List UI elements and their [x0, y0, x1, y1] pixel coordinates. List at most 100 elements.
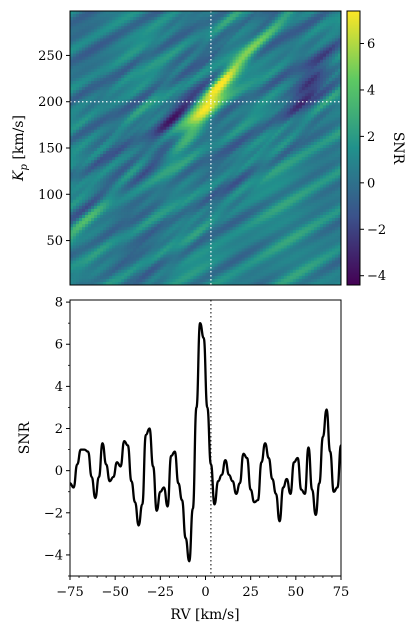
- heatmap-cell: [301, 135, 306, 140]
- heatmap-cell: [103, 84, 107, 88]
- heatmap-cell: [184, 141, 189, 146]
- heatmap-cell: [148, 148, 152, 152]
- heatmap-cell: [223, 62, 228, 67]
- heatmap-cell: [271, 11, 276, 15]
- heatmap-cell: [295, 44, 300, 49]
- heatmap-cell: [226, 77, 231, 82]
- heatmap-cell: [121, 129, 125, 134]
- heatmap-cell: [301, 96, 306, 100]
- heatmap-cell: [214, 90, 219, 94]
- heatmap-cell: [121, 120, 125, 125]
- heatmap-cell: [274, 56, 279, 61]
- heatmap-cell: [247, 56, 252, 61]
- heatmap-cell: [91, 50, 95, 55]
- heatmap-cell: [247, 135, 252, 140]
- heatmap-cell: [319, 108, 324, 113]
- heatmap-cell: [316, 93, 321, 97]
- heatmap-cell: [166, 41, 170, 46]
- heatmap-cell: [145, 108, 149, 113]
- heatmap-cell: [109, 71, 113, 76]
- heatmap-cell: [313, 117, 318, 122]
- heatmap-cell: [322, 154, 327, 158]
- heatmap-cell: [157, 65, 161, 70]
- heatmap-cell: [127, 126, 131, 131]
- heatmap-cell: [178, 11, 183, 15]
- heatmap-cell: [241, 108, 246, 113]
- heatmap-cell: [127, 77, 131, 82]
- heatmap-cell: [82, 20, 86, 24]
- heatmap-cell: [76, 93, 80, 97]
- heatmap-cell: [292, 47, 297, 52]
- heatmap-cell: [307, 138, 312, 143]
- heatmap-cell: [190, 114, 195, 119]
- heatmap-cell: [85, 87, 89, 91]
- heatmap-cell: [277, 87, 282, 91]
- heatmap-cell: [211, 172, 216, 176]
- heatmap-cell: [235, 62, 240, 67]
- heatmap-cell: [301, 148, 306, 152]
- heatmap-cell: [142, 77, 146, 82]
- heatmap-cell: [322, 96, 327, 100]
- heatmap-cell: [274, 84, 279, 88]
- heatmap-cell: [280, 96, 285, 100]
- heatmap-cell: [187, 105, 192, 110]
- heatmap-cell: [223, 87, 228, 91]
- heatmap-cell: [103, 90, 107, 94]
- heatmap-cell: [247, 62, 252, 67]
- heatmap-cell: [277, 23, 282, 27]
- heatmap-cell: [133, 20, 137, 24]
- heatmap-cell: [178, 102, 183, 106]
- heatmap-cell: [235, 90, 240, 94]
- heatmap-cell: [97, 163, 101, 167]
- heatmap-cell: [337, 108, 341, 113]
- heatmap-cell: [316, 111, 321, 116]
- heatmap-cell: [244, 169, 249, 173]
- heatmap-cell: [220, 105, 225, 110]
- heatmap-cell: [82, 26, 86, 30]
- heatmap-cell: [205, 126, 210, 131]
- heatmap-cell: [196, 105, 201, 110]
- heatmap-cell: [109, 123, 113, 128]
- heatmap-cell: [124, 175, 128, 180]
- heatmap-cell: [160, 90, 164, 94]
- heatmap-cell: [154, 99, 158, 103]
- heatmap-cell: [334, 102, 339, 106]
- heatmap-cell: [160, 108, 164, 113]
- heatmap-cell: [121, 157, 125, 161]
- heatmap-cell: [307, 29, 312, 33]
- heatmap-cell: [280, 120, 285, 125]
- heatmap-cell: [73, 129, 77, 134]
- heatmap-cell: [268, 74, 273, 79]
- heatmap-cell: [265, 74, 270, 79]
- heatmap-cell: [334, 166, 339, 170]
- heatmap-cell: [100, 68, 104, 73]
- heatmap-cell: [106, 160, 110, 164]
- heatmap-cell: [205, 38, 210, 43]
- heatmap-cell: [337, 135, 341, 140]
- heatmap-cell: [127, 74, 131, 79]
- heatmap-cell: [178, 144, 183, 149]
- heatmap-cell: [205, 123, 210, 128]
- heatmap-cell: [106, 65, 110, 70]
- heatmap-cell: [253, 59, 258, 64]
- heatmap-cell: [232, 26, 237, 30]
- heatmap-cell: [130, 154, 134, 158]
- heatmap-cell: [286, 11, 291, 15]
- heatmap-cell: [268, 26, 273, 30]
- heatmap-cell: [154, 41, 158, 46]
- heatmap-cell: [250, 35, 255, 39]
- heatmap-cell: [196, 74, 201, 79]
- heatmap-cell: [262, 93, 267, 97]
- heatmap-cell: [217, 56, 222, 61]
- heatmap-cell: [307, 32, 312, 36]
- heatmap-cell: [193, 154, 198, 158]
- heatmap-cell: [190, 151, 195, 155]
- heatmap-cell: [334, 38, 339, 43]
- heatmap-cell: [169, 38, 173, 43]
- heatmap-cell: [277, 90, 282, 94]
- heatmap-cell: [337, 169, 341, 173]
- heatmap-cell: [118, 117, 122, 122]
- heatmap-cell: [154, 81, 158, 85]
- heatmap-cell: [181, 111, 186, 116]
- heatmap-cell: [139, 144, 143, 149]
